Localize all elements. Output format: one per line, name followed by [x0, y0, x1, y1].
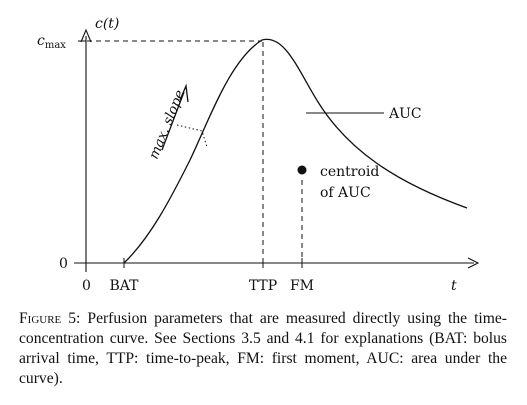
cmax-subscript: max	[45, 40, 66, 51]
slope-arrowhead	[179, 83, 189, 103]
x-tick-label-bat: BAT	[110, 278, 140, 294]
time-concentration-plot: max. slope AUC centroid of AUC c(t) t cm…	[37, 16, 480, 294]
caption-label: Figure 5:	[19, 310, 81, 327]
auc-label: AUC	[388, 106, 422, 122]
centroid-label-line2: of AUC	[320, 185, 371, 201]
caption-text: Perfusion parameters that are measured d…	[19, 310, 507, 387]
slope-arrow-line	[161, 91, 185, 151]
concentration-curve	[123, 38, 468, 264]
slope-dotted-marker	[176, 124, 208, 148]
x-zero-label: 0	[82, 278, 91, 294]
cmax-label: cmax	[37, 33, 66, 51]
y-axis-arrowhead	[80, 28, 92, 43]
x-axis-arrowhead	[467, 257, 480, 269]
x-tick-label-ttp: TTP	[249, 278, 277, 294]
x-tick-label-fm: FM	[290, 278, 314, 294]
perfusion-figure: max. slope AUC centroid of AUC c(t) t cm…	[37, 16, 480, 294]
figure-caption: Figure 5: Perfusion parameters that are …	[19, 309, 507, 389]
slope-label: max. slope	[146, 88, 188, 162]
y-axis-label: c(t)	[95, 16, 119, 32]
centroid-dot	[297, 165, 307, 175]
x-axis-label: t	[451, 278, 457, 294]
y-zero-label: 0	[59, 256, 68, 272]
centroid-label-line1: centroid	[320, 164, 379, 180]
